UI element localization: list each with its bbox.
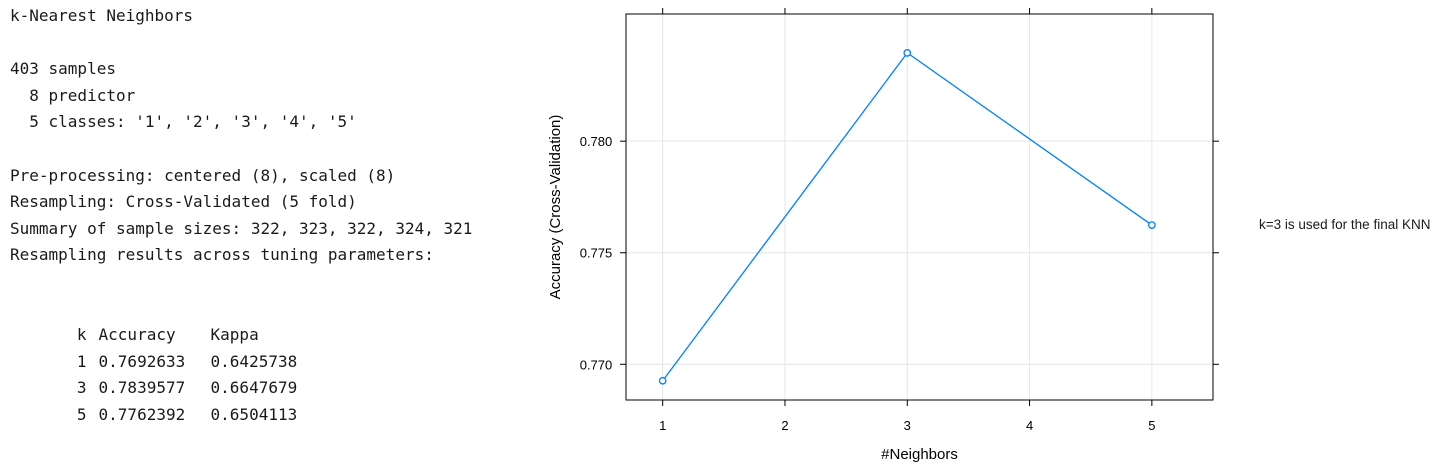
y-tick-label: 0.775: [580, 246, 613, 261]
row-k: 1: [76, 351, 87, 371]
model-summary-output: k-Nearest Neighbors 403 samples 8 predic…: [10, 3, 530, 424]
resampling-line: Resampling: Cross-Validated (5 fold): [10, 192, 357, 212]
x-tick-label: 5: [1148, 418, 1155, 433]
table-row: 1 0.7692633 0.6425738: [10, 322, 530, 371]
data-point: [1148, 221, 1156, 229]
x-tick-label: 3: [904, 418, 911, 433]
row-accuracy: 0.7839577: [98, 378, 186, 398]
x-tick-label: 2: [781, 418, 788, 433]
row-kappa: 0.6647679: [210, 378, 298, 398]
table-row: 5 0.7762392 0.6504113: [10, 375, 530, 424]
results-heading: Resampling results across tuning paramet…: [10, 245, 434, 265]
row-k: 5: [76, 404, 87, 424]
accuracy-line-chart: 1 2 3 4 5 0.770 0.775 0.780 #Neighbors Accuracy…: [547, 8, 1219, 463]
preprocessing-line: Pre-processing: centered (8), scaled (8): [10, 165, 396, 185]
data-point: [903, 49, 912, 57]
header-k: k: [76, 325, 87, 345]
row-accuracy: 0.7762392: [98, 404, 186, 424]
blank-line: [10, 269, 530, 296]
model-title: k-Nearest Neighbors: [10, 6, 194, 25]
y-tick-label: 0.780: [580, 134, 613, 149]
classes-line: 5 classes: '1', '2', '3', '4', '5': [10, 112, 357, 132]
header-accuracy: Accuracy: [98, 325, 176, 345]
sample-sizes-line: Summary of sample sizes: 322, 323, 322, …: [10, 218, 473, 238]
ticks-layer: 1 2 3 4 5 0.770 0.775 0.780: [580, 8, 1219, 433]
table-row: 3 0.7839577 0.6647679: [10, 349, 530, 397]
plot-frame: [625, 13, 1214, 401]
row-kappa: 0.6425738: [210, 351, 298, 371]
blank-line: [10, 136, 530, 163]
samples-line: 403 samples: [10, 59, 116, 79]
x-tick-label: 1: [659, 418, 666, 433]
results-table-header: k Accuracy Kappa: [10, 296, 530, 344]
grid-layer: [626, 14, 1213, 400]
blank-line: [10, 30, 530, 57]
row-accuracy: 0.7692633: [98, 351, 186, 371]
row-k: 3: [76, 378, 87, 398]
data-point: [658, 376, 667, 385]
x-axis-label: #Neighbors: [881, 446, 958, 463]
predictors-line: 8 predictor: [10, 85, 136, 105]
series-layer: [658, 49, 1156, 385]
header-kappa: Kappa: [210, 325, 259, 345]
x-tick-label: 4: [1026, 418, 1033, 433]
final-model-note: k=3 is used for the final KNN: [1259, 217, 1431, 232]
y-tick-label: 0.770: [580, 357, 613, 372]
y-axis-label: Accuracy (Cross-Validation): [547, 115, 564, 300]
row-kappa: 0.6504113: [210, 404, 298, 424]
